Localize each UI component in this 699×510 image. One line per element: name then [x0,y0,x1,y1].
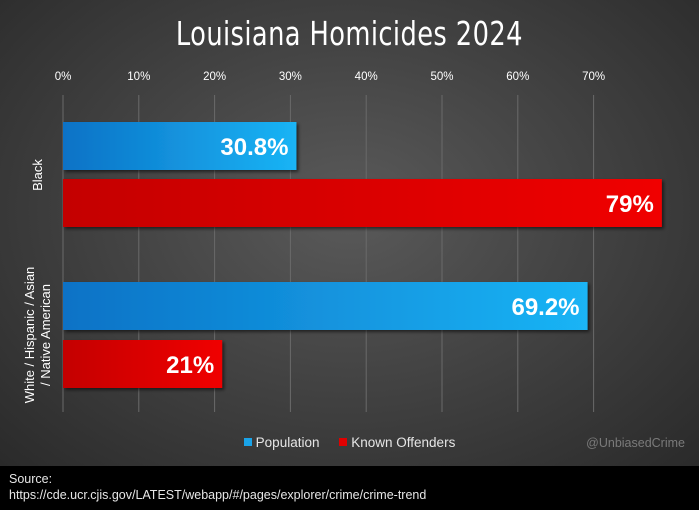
x-tick-label: 30% [279,71,302,83]
x-tick-label: 10% [127,71,150,83]
legend-label-population: Population [255,435,320,450]
x-tick-label: 60% [506,71,529,83]
category-label-white-hispanic-asian-native-american: White / Hispanic / Asian / Native America… [22,267,53,404]
category-label-line: Black [30,159,45,191]
data-label: 79% [606,191,654,218]
chart-area: Louisiana Homicides 2024 0% 10% 20% 30% 40% 5… [0,0,699,466]
legend-swatch-known-offenders [339,438,348,446]
legend-item-population: Population [243,435,320,450]
bar-population [63,282,588,330]
plot-area: 0% 10% 20% 30% 40% 50% 60% 70% 30.8% 79% 69.2% 21%… [22,71,662,412]
category-label-line: White / Hispanic / Asian [22,267,37,404]
x-tick-label: 20% [203,71,226,83]
x-tick-label: 50% [430,71,453,83]
data-label: 30.8% [220,134,288,161]
legend-swatch-population [243,438,252,446]
x-tick-label: 40% [355,71,378,83]
data-label: 21% [166,352,214,379]
source-block: Source: https://cde.ucr.cjis.gov/LATEST/… [9,471,426,503]
bar-known-offenders [63,179,662,227]
x-tick-label: 0% [55,71,72,83]
bar-known-offenders [63,340,223,388]
legend-label-known-offenders: Known Offenders [351,435,456,450]
bar-population [63,122,297,170]
watermark: @UnbiasedCrime [586,436,685,450]
x-tick-label: 70% [582,71,605,83]
data-label: 69.2% [511,294,579,321]
legend: Population Known Offenders [0,435,699,450]
legend-item-known-offenders: Known Offenders [339,435,455,450]
category-label-black: Black [30,159,45,191]
chart-title: Louisiana Homicides 2024 [175,14,523,53]
source-label: Source: [9,472,53,486]
category-label-line: / Native American [38,284,53,386]
source-url[interactable]: https://cde.ucr.cjis.gov/LATEST/webapp/#… [9,488,427,502]
